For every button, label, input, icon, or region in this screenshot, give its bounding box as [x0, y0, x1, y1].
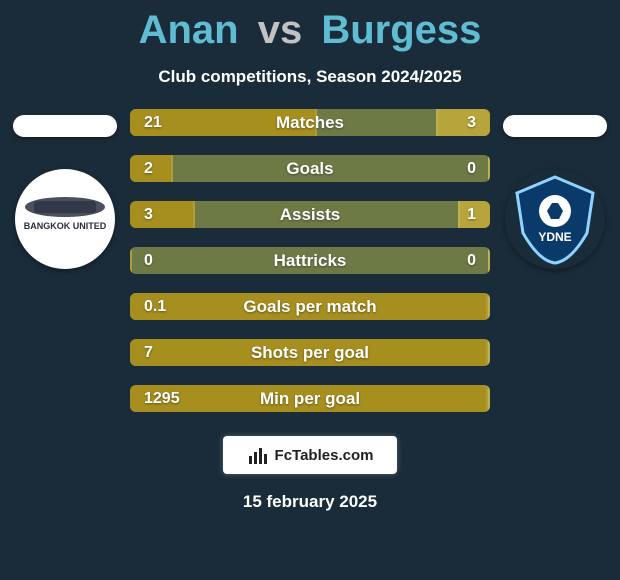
- stat-bar: Shots per goal7: [130, 339, 490, 366]
- page-title: Anan vs Burgess: [0, 0, 620, 53]
- stat-value-right: 0: [467, 155, 476, 182]
- club-badge-right: YDNE: [505, 169, 605, 269]
- stat-bar: Matches21 3: [130, 109, 490, 136]
- club-crest-left-icon: BANGKOK UNITED: [22, 189, 108, 249]
- svg-text:YDNE: YDNE: [538, 230, 571, 244]
- stat-value-left: 1295: [144, 385, 180, 412]
- stat-value-left: 0: [144, 247, 153, 274]
- stat-value-right: 0: [467, 247, 476, 274]
- stat-bar: Assists3 1: [130, 201, 490, 228]
- stat-label: Goals: [130, 155, 490, 182]
- stat-label: Min per goal: [130, 385, 490, 412]
- club-crest-right-icon: YDNE: [507, 171, 603, 267]
- stat-value-left: 7: [144, 339, 153, 366]
- stat-label: Goals per match: [130, 293, 490, 320]
- player1-name: Anan: [139, 8, 239, 52]
- subtitle: Club competitions, Season 2024/2025: [0, 67, 620, 87]
- stat-label: Shots per goal: [130, 339, 490, 366]
- stat-value-right: 3: [467, 109, 476, 136]
- player2-photo-pill: [503, 115, 607, 137]
- stat-value-left: 21: [144, 109, 162, 136]
- comparison-main: BANGKOK UNITED Matches213Goals20Assists3…: [0, 109, 620, 412]
- stat-label: Assists: [130, 201, 490, 228]
- stat-bar: Goals2 0: [130, 155, 490, 182]
- stats-bars: Matches213Goals20Assists31Hattricks00Goa…: [124, 109, 496, 412]
- stat-label: Hattricks: [130, 247, 490, 274]
- branding-text: FcTables.com: [275, 447, 374, 464]
- stat-bar: Hattricks0 0: [130, 247, 490, 274]
- branding-badge: FcTables.com: [223, 436, 397, 474]
- stat-value-left: 3: [144, 201, 153, 228]
- player1-photo-pill: [13, 115, 117, 137]
- stat-value-left: 2: [144, 155, 153, 182]
- vs-text: vs: [258, 8, 303, 52]
- stat-bar: Min per goal1295: [130, 385, 490, 412]
- date-text: 15 february 2025: [0, 492, 620, 512]
- right-side-column: YDNE: [496, 109, 614, 269]
- stat-value-left: 0.1: [144, 293, 166, 320]
- svg-text:BANGKOK UNITED: BANGKOK UNITED: [24, 221, 107, 231]
- club-badge-left: BANGKOK UNITED: [15, 169, 115, 269]
- stat-label: Matches: [130, 109, 490, 136]
- bar-chart-icon: [247, 444, 269, 466]
- stat-bar: Goals per match0.1: [130, 293, 490, 320]
- stat-value-right: 1: [467, 201, 476, 228]
- player2-name: Burgess: [321, 8, 481, 52]
- left-side-column: BANGKOK UNITED: [6, 109, 124, 269]
